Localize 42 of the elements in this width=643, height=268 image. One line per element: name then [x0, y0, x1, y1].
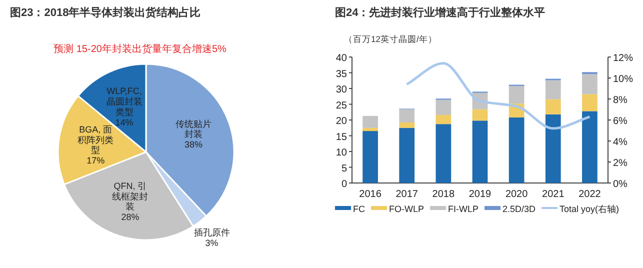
x-tick-label: 2016 — [359, 189, 382, 200]
slice-label: 传统贴片封装 — [175, 118, 212, 140]
y-tick-label: 25 — [336, 100, 348, 112]
data-label: 17% — [86, 155, 105, 166]
y2-tick-label: 0% — [613, 179, 628, 190]
chart-title: 图24：先进封装行业增速高于行业整体水平 — [335, 6, 546, 19]
data-label: 3% — [205, 238, 218, 248]
legend-label: Total yoy(右轴) — [560, 204, 620, 214]
y-tick-label: 0 — [341, 179, 348, 190]
y2-tick-label: 12% — [613, 53, 634, 64]
y-tick-label: 5 — [341, 163, 348, 174]
legend-label: 2.5D/3D — [502, 204, 536, 214]
y-tick-label: 35 — [336, 68, 348, 80]
y2-tick-label: 2% — [613, 158, 628, 169]
slice-label: WLP,FC,晶圆封装类型 — [106, 86, 142, 117]
y-tick-label: 30 — [336, 84, 348, 96]
legend-label: FI-WLP — [448, 204, 478, 214]
data-label: 38% — [184, 140, 202, 150]
y-axis-title: （百万12英寸晶圆/年） — [344, 34, 437, 44]
y-tick-label: 10 — [336, 148, 348, 158]
y-tick-label: 40 — [336, 53, 348, 64]
y2-tick-label: 4% — [613, 137, 628, 148]
text: 预测 15-20年封装出货量年复合增速5% — [54, 43, 227, 55]
x-tick-label: 2020 — [505, 189, 528, 200]
x-tick-label: 2022 — [578, 189, 602, 200]
x-tick-label: 2019 — [468, 189, 492, 200]
y-tick-label: 20 — [336, 116, 348, 127]
x-tick-label: 2018 — [432, 189, 455, 200]
data-label: 14% — [115, 117, 134, 128]
chart-title: 图23：2018年半导体封装出货结构占比 — [10, 6, 201, 19]
y2-tick-label: 6% — [613, 116, 628, 127]
slice-label: 插孔原件 — [194, 228, 230, 238]
legend-label: FO-WLP — [389, 204, 424, 214]
y2-tick-label: 10% — [613, 74, 634, 85]
y2-tick-label: 8% — [613, 95, 628, 106]
x-tick-label: 2017 — [396, 189, 418, 200]
data-label: 28% — [121, 212, 140, 222]
slice-label: BGA, 面积阵列类型 — [78, 124, 114, 156]
slice-label: QFN, 引线框架封装 — [112, 180, 148, 212]
legend-label: FC — [353, 204, 366, 214]
x-tick-label: 2021 — [542, 189, 565, 200]
y-tick-label: 15 — [336, 132, 348, 143]
